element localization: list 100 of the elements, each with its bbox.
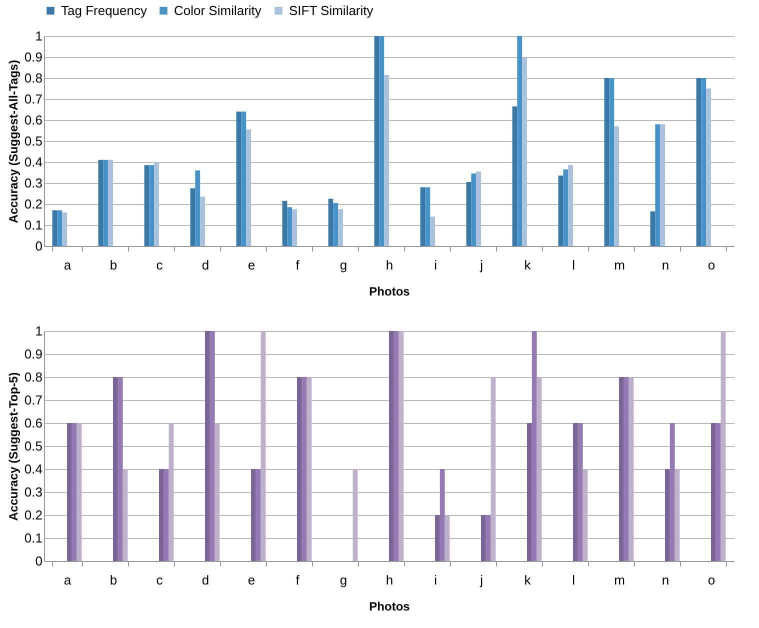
bar xyxy=(701,78,706,246)
x-tick-label: d xyxy=(202,258,210,272)
x-tick-label: a xyxy=(64,572,72,588)
bar xyxy=(486,515,491,561)
bar xyxy=(425,187,430,246)
bar xyxy=(394,331,399,561)
bar xyxy=(628,377,634,561)
y-tick-label: 1 xyxy=(35,324,42,338)
y-tick-label: 0.5 xyxy=(24,438,42,454)
bar xyxy=(246,129,251,246)
x-tick-label: k xyxy=(524,258,532,272)
y-tick-label: 0.5 xyxy=(24,134,42,148)
bar xyxy=(522,58,527,246)
bar xyxy=(384,74,389,246)
bar xyxy=(149,165,154,246)
x-tick-label: b xyxy=(110,572,118,588)
bar xyxy=(67,423,72,561)
bar xyxy=(573,423,578,561)
y-tick-label: 0.7 xyxy=(24,92,42,106)
y-tick-label: 0.8 xyxy=(24,70,42,86)
bar xyxy=(536,377,542,561)
bar xyxy=(352,469,358,561)
x-tick-label: b xyxy=(110,258,118,272)
bar xyxy=(108,160,113,246)
bar xyxy=(389,331,394,561)
bar xyxy=(328,198,334,246)
bar xyxy=(118,377,123,561)
x-tick-label: l xyxy=(572,258,576,272)
bar xyxy=(609,78,614,246)
x-tick-label: e xyxy=(248,258,256,272)
bar xyxy=(98,160,104,246)
y-axis-title: Accuracy (Suggest-All-Tags) xyxy=(6,60,20,224)
bar xyxy=(706,88,711,246)
bar xyxy=(292,209,297,246)
x-tick-label: e xyxy=(248,572,256,588)
bar xyxy=(103,160,108,246)
bar xyxy=(195,170,200,246)
y-tick-label: 0.7 xyxy=(24,392,42,408)
bar xyxy=(716,423,721,561)
bar xyxy=(614,126,619,246)
bar xyxy=(159,469,164,561)
bar xyxy=(512,106,518,246)
bar xyxy=(490,377,496,561)
y-tick-label: 0.3 xyxy=(24,176,42,190)
x-tick-label: h xyxy=(386,258,394,272)
bar xyxy=(190,188,196,246)
bar xyxy=(563,169,568,246)
bar xyxy=(674,469,680,561)
bar xyxy=(420,187,426,246)
x-tick-label: c xyxy=(156,258,164,272)
bar xyxy=(624,377,629,561)
y-tick-label: 0.4 xyxy=(24,462,42,476)
bar xyxy=(435,515,440,561)
x-axis-title: Photos xyxy=(369,600,410,614)
bar xyxy=(604,78,610,246)
bar xyxy=(430,216,435,246)
bar xyxy=(306,377,312,561)
x-axis-title: Photos xyxy=(369,284,410,298)
bar xyxy=(481,515,486,561)
bar xyxy=(379,36,384,246)
x-tick-label: k xyxy=(524,572,532,588)
x-tick-label: d xyxy=(202,572,210,588)
bar xyxy=(720,331,726,561)
bar xyxy=(532,331,537,561)
x-tick-label: f xyxy=(296,572,300,588)
bar xyxy=(471,174,476,246)
bar xyxy=(76,423,82,561)
bar xyxy=(251,469,256,561)
x-tick-label: g xyxy=(340,258,348,272)
bar xyxy=(333,202,338,246)
x-tick-label: n xyxy=(662,572,670,588)
bar xyxy=(52,210,58,246)
bar xyxy=(144,165,150,246)
y-tick-label: 0.1 xyxy=(24,218,42,232)
legend-label: Tag Frequency xyxy=(61,2,148,18)
bar xyxy=(168,423,174,561)
y-tick-label: 0.8 xyxy=(24,370,42,384)
x-tick-label: i xyxy=(434,572,438,588)
bar xyxy=(214,423,220,561)
y-tick-label: 0.4 xyxy=(24,154,42,170)
bar xyxy=(236,112,242,246)
bar xyxy=(440,469,445,561)
bar xyxy=(164,469,169,561)
x-tick-label: m xyxy=(614,572,625,588)
bar xyxy=(57,210,62,246)
bar xyxy=(527,423,532,561)
x-tick-label: j xyxy=(479,572,484,588)
bar xyxy=(665,469,670,561)
x-tick-label: o xyxy=(708,258,716,272)
bar xyxy=(287,207,292,246)
bar xyxy=(62,212,67,246)
x-tick-label: i xyxy=(434,258,438,272)
x-tick-label: o xyxy=(708,572,716,588)
y-tick-label: 0 xyxy=(35,554,42,568)
bar xyxy=(122,469,128,561)
bar xyxy=(113,377,118,561)
bar xyxy=(154,162,159,246)
bar xyxy=(72,423,77,561)
bar xyxy=(302,377,307,561)
bar xyxy=(374,36,380,246)
